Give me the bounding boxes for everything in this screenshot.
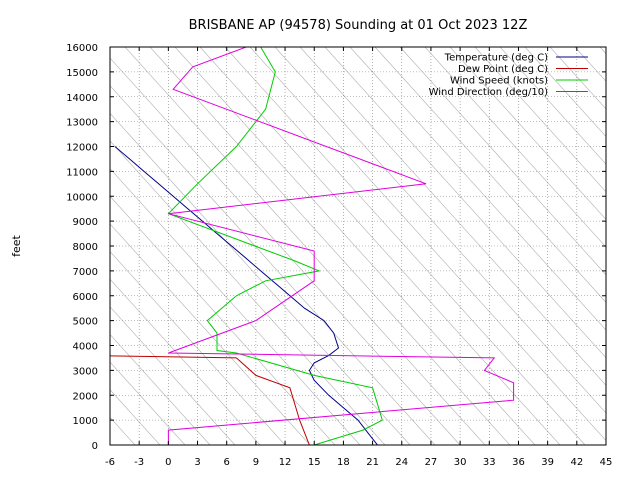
skew-line: [0, 47, 10, 445]
skew-line: [374, 47, 606, 303]
skew-line: [499, 47, 606, 165]
x-tick-label: 24: [395, 457, 408, 468]
chart-title: BRISBANE AP (94578) Sounding at 01 Oct 2…: [189, 18, 528, 33]
legend-label: Wind Speed (knots): [450, 76, 548, 87]
x-tick-label: 18: [337, 457, 350, 468]
legend-label: Wind Direction (deg/10): [429, 87, 549, 98]
y-tick-label: 12000: [66, 143, 98, 154]
skew-line: [0, 47, 60, 445]
x-tick-label: 21: [366, 457, 379, 468]
x-tick-label: 3: [194, 457, 200, 468]
skew-line: [110, 223, 311, 445]
y-tick-label: 11000: [66, 167, 98, 178]
y-axis-label: feet: [10, 234, 23, 256]
y-tick-label: 8000: [73, 242, 98, 253]
skew-line: [174, 47, 536, 445]
legend-label: Dew Point (deg C): [458, 64, 548, 75]
series-line: [114, 146, 378, 445]
legend: Temperature (deg C)Dew Point (deg C)Wind…: [429, 53, 588, 98]
y-tick-label: 0: [92, 441, 98, 452]
y-tick-label: 2000: [73, 391, 98, 402]
y-tick-label: 6000: [73, 292, 98, 303]
x-tick-label: 39: [541, 457, 554, 468]
skew-line: [110, 361, 186, 445]
skew-line: [474, 47, 606, 193]
skew-line: [625, 47, 640, 445]
x-tick-label: 42: [570, 457, 583, 468]
x-tick-label: 0: [165, 457, 171, 468]
y-tick-label: 13000: [66, 118, 98, 129]
skew-line: [249, 47, 606, 442]
x-tick-label: 15: [308, 457, 321, 468]
y-tick-label: 4000: [73, 342, 98, 353]
y-tick-label: 7000: [73, 267, 98, 278]
axis-ticks: -6 -3 0 3 6 9 12 15 18 21 24 27 30 33 36 39 42 4501000200…: [66, 43, 612, 468]
y-tick-label: 15000: [66, 68, 98, 79]
y-tick-label: 9000: [73, 217, 98, 228]
skew-line: [110, 333, 211, 445]
skew-line: [324, 47, 606, 359]
y-tick-label: 5000: [73, 317, 98, 328]
skew-line: [524, 47, 606, 137]
skew-line: [110, 251, 286, 445]
skew-line: [110, 57, 461, 445]
skew-line: [449, 47, 606, 220]
y-tick-label: 10000: [66, 192, 98, 203]
x-tick-label: 36: [512, 457, 525, 468]
skew-line: [110, 306, 236, 445]
x-tick-label: 30: [454, 457, 467, 468]
skew-line: [424, 47, 606, 248]
series-line: [110, 355, 310, 445]
x-tick-label: 27: [425, 457, 438, 468]
skew-line: [110, 278, 261, 445]
y-tick-label: 14000: [66, 93, 98, 104]
x-tick-label: -3: [134, 457, 144, 468]
x-tick-label: 6: [224, 457, 230, 468]
y-tick-label: 3000: [73, 366, 98, 377]
x-tick-label: 33: [483, 457, 496, 468]
x-tick-label: -6: [105, 457, 115, 468]
series-lines: [110, 47, 515, 445]
x-tick-label: 12: [279, 457, 292, 468]
plot-frame: [109, 46, 607, 446]
x-tick-label: 45: [600, 457, 613, 468]
series-line: [167, 47, 383, 445]
grid-lines: [109, 46, 607, 446]
series-line: [167, 47, 515, 445]
legend-label: Temperature (deg C): [444, 53, 548, 64]
y-tick-label: 1000: [73, 416, 98, 427]
skew-line: [110, 140, 386, 445]
y-tick-label: 16000: [66, 43, 98, 54]
x-tick-label: 9: [253, 457, 259, 468]
